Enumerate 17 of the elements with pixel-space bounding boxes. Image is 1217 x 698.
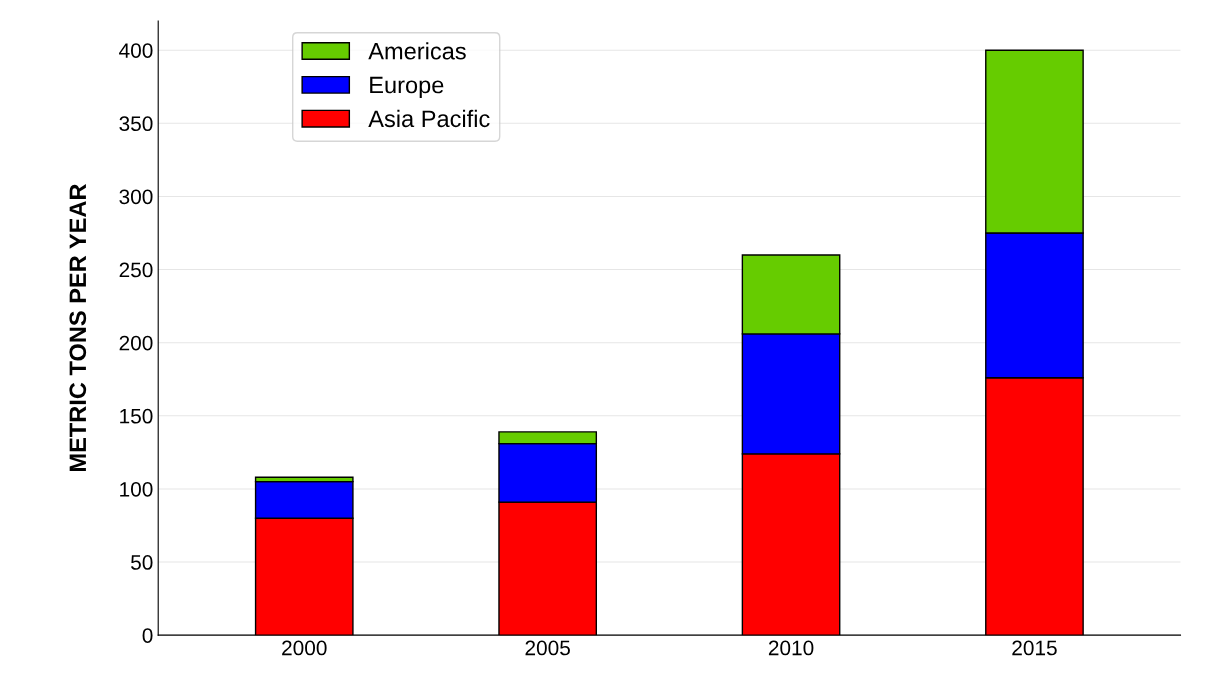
x-tick-label: 2000 bbox=[282, 640, 327, 656]
y-tick-label: 100 bbox=[120, 481, 153, 497]
y-tick-label: 150 bbox=[120, 408, 153, 424]
x-tick-label: 2015 bbox=[1012, 640, 1057, 656]
y-tick-label: 50 bbox=[131, 555, 153, 570]
legend-label: Americas bbox=[368, 42, 466, 60]
y-axis-title: METRIC TONS PER YEAR bbox=[69, 184, 87, 472]
y-tick-label: 400 bbox=[119, 43, 153, 58]
y-tick-label: 300 bbox=[119, 189, 153, 205]
y-tick-label: 250 bbox=[119, 262, 153, 278]
x-tick-label: 2005 bbox=[525, 640, 570, 656]
y-tick-label: 0 bbox=[142, 628, 153, 643]
legend-label: Asia Pacific bbox=[368, 109, 490, 128]
y-tick-label: 200 bbox=[119, 335, 153, 351]
legend-label: Europe bbox=[370, 76, 444, 99]
y-tick-label: 350 bbox=[119, 116, 153, 132]
x-tick-label: 2010 bbox=[768, 640, 814, 656]
